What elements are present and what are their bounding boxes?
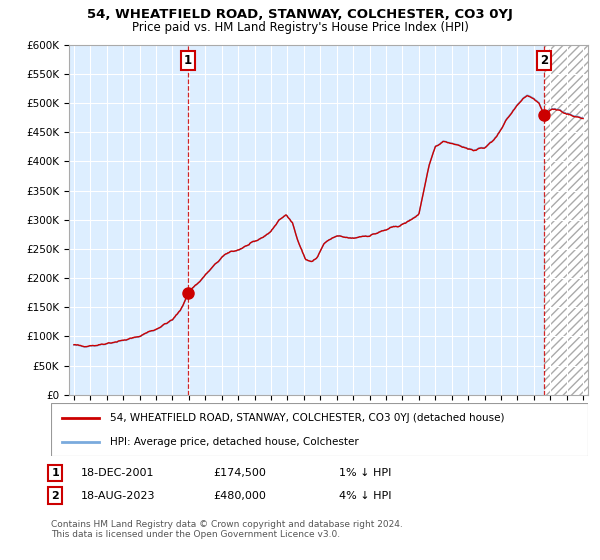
Text: 54, WHEATFIELD ROAD, STANWAY, COLCHESTER, CO3 0YJ: 54, WHEATFIELD ROAD, STANWAY, COLCHESTER… (87, 8, 513, 21)
Text: 18-DEC-2001: 18-DEC-2001 (81, 468, 155, 478)
Text: 1: 1 (184, 54, 193, 67)
Text: 54, WHEATFIELD ROAD, STANWAY, COLCHESTER, CO3 0YJ (detached house): 54, WHEATFIELD ROAD, STANWAY, COLCHESTER… (110, 413, 505, 423)
Text: Contains HM Land Registry data © Crown copyright and database right 2024.
This d: Contains HM Land Registry data © Crown c… (51, 520, 403, 539)
54, WHEATFIELD ROAD, STANWAY, COLCHESTER, CO3 0YJ (detached house) (80, 343, 88, 350)
HPI: Average price, detached house, Colchester: (2.01e+03, 2.76e+05): Average price, detached house, Colcheste… (371, 230, 379, 237)
HPI: Average price, detached house, Colchester: (2.01e+03, 2.34e+05): Average price, detached house, Colcheste… (302, 255, 309, 262)
HPI: Average price, detached house, Colchester: (2.02e+03, 3.05e+05): Average price, detached house, Colcheste… (411, 214, 418, 221)
Text: 2: 2 (540, 54, 548, 67)
54, WHEATFIELD ROAD, STANWAY, COLCHESTER, CO3 0YJ (detached house) (161, 320, 169, 327)
54, WHEATFIELD ROAD, STANWAY, COLCHESTER, CO3 0YJ (detached house) (371, 231, 379, 237)
54, WHEATFIELD ROAD, STANWAY, COLCHESTER, CO3 0YJ (detached house) (580, 115, 587, 122)
Text: 1: 1 (52, 468, 59, 478)
Text: £174,500: £174,500 (213, 468, 266, 478)
Text: 1% ↓ HPI: 1% ↓ HPI (339, 468, 391, 478)
Line: HPI: Average price, detached house, Colchester: HPI: Average price, detached house, Colc… (74, 95, 583, 347)
HPI: Average price, detached house, Colchester: (2e+03, 8.19e+04): Average price, detached house, Colcheste… (80, 344, 88, 351)
HPI: Average price, detached house, Colchester: (2e+03, 1.21e+05): Average price, detached house, Colcheste… (161, 321, 169, 328)
FancyBboxPatch shape (51, 403, 588, 456)
HPI: Average price, detached house, Colchester: (2.02e+03, 4.29e+05): Average price, detached house, Colcheste… (455, 141, 462, 148)
Line: 54, WHEATFIELD ROAD, STANWAY, COLCHESTER, CO3 0YJ (detached house): 54, WHEATFIELD ROAD, STANWAY, COLCHESTER… (74, 96, 583, 347)
HPI: Average price, detached house, Colchester: (2.02e+03, 5.14e+05): Average price, detached house, Colcheste… (523, 92, 530, 99)
HPI: Average price, detached house, Colchester: (2.03e+03, 4.75e+05): Average price, detached house, Colcheste… (580, 115, 587, 122)
54, WHEATFIELD ROAD, STANWAY, COLCHESTER, CO3 0YJ (detached house) (202, 271, 209, 278)
Text: 4% ↓ HPI: 4% ↓ HPI (339, 491, 391, 501)
HPI: Average price, detached house, Colchester: (2e+03, 2.06e+05): Average price, detached house, Colcheste… (202, 271, 209, 278)
54, WHEATFIELD ROAD, STANWAY, COLCHESTER, CO3 0YJ (detached house) (455, 142, 462, 148)
54, WHEATFIELD ROAD, STANWAY, COLCHESTER, CO3 0YJ (detached house) (411, 214, 418, 221)
Bar (544, 45, 591, 395)
HPI: Average price, detached house, Colchester: (2e+03, 8.53e+04): Average price, detached house, Colcheste… (70, 342, 77, 348)
Text: Price paid vs. HM Land Registry's House Price Index (HPI): Price paid vs. HM Land Registry's House … (131, 21, 469, 34)
Text: HPI: Average price, detached house, Colchester: HPI: Average price, detached house, Colc… (110, 436, 359, 446)
Text: 2: 2 (52, 491, 59, 501)
54, WHEATFIELD ROAD, STANWAY, COLCHESTER, CO3 0YJ (detached house) (302, 255, 309, 262)
Text: £480,000: £480,000 (213, 491, 266, 501)
54, WHEATFIELD ROAD, STANWAY, COLCHESTER, CO3 0YJ (detached house) (523, 92, 530, 99)
Text: 18-AUG-2023: 18-AUG-2023 (81, 491, 155, 501)
54, WHEATFIELD ROAD, STANWAY, COLCHESTER, CO3 0YJ (detached house) (70, 342, 77, 348)
